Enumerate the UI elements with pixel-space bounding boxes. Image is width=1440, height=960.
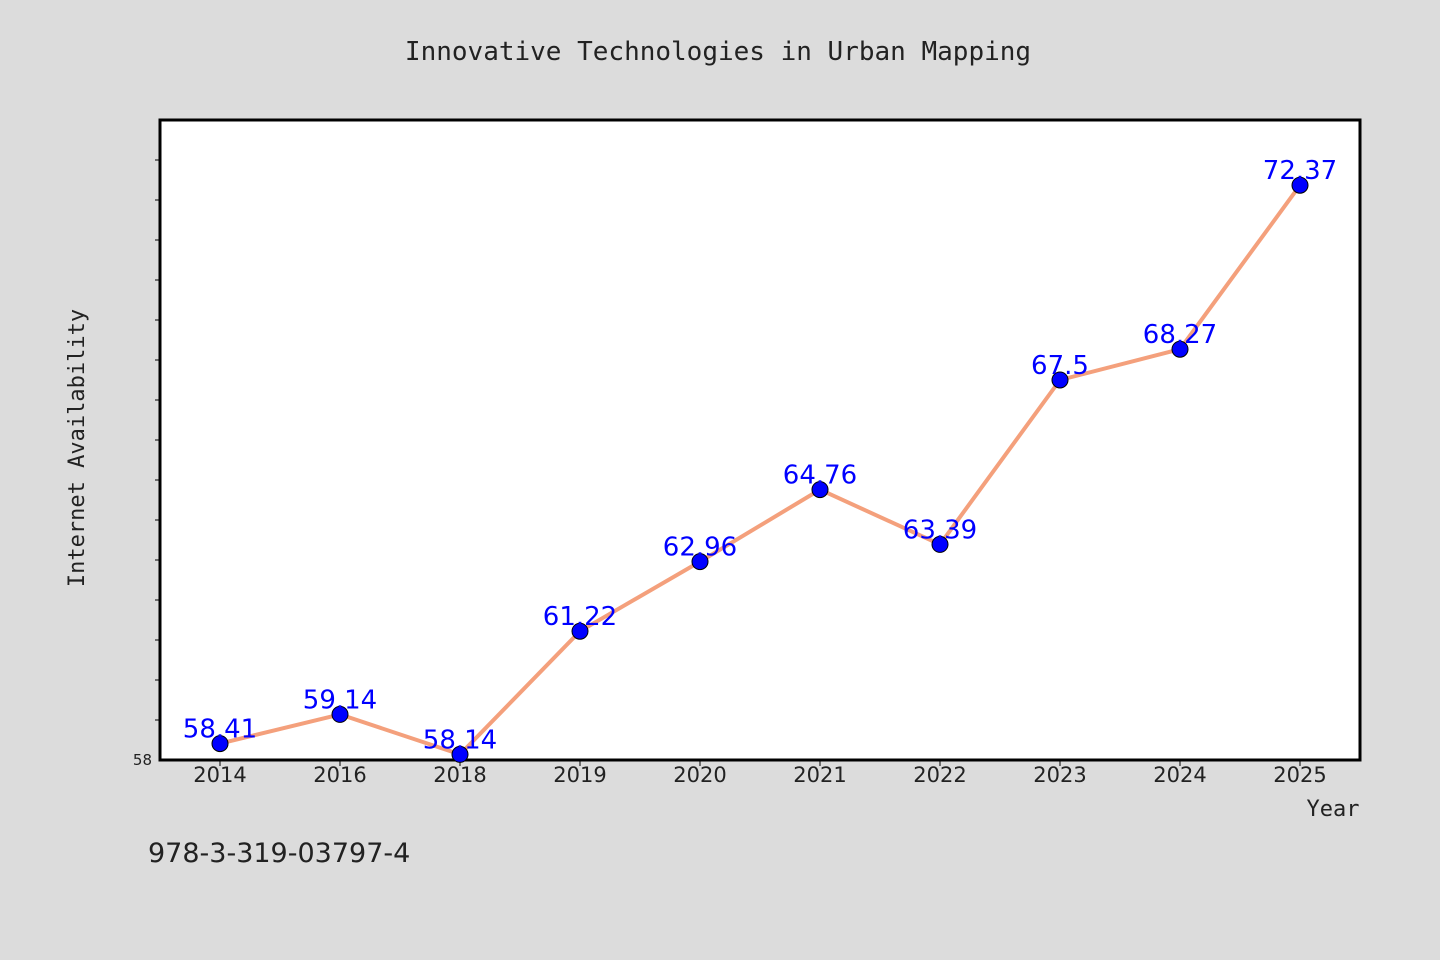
data-label: 67.5 (1031, 351, 1089, 381)
data-label: 68.27 (1143, 320, 1217, 350)
series-line-group (219, 184, 1302, 757)
x-tick-label: 2014 (193, 763, 246, 787)
data-point (211, 735, 229, 753)
data-label: 61.22 (543, 602, 617, 632)
data-point (811, 481, 829, 499)
data-point (1291, 176, 1309, 194)
y-tick-label: 58 (133, 751, 152, 769)
x-tick-label: 2018 (433, 763, 486, 787)
data-point (1171, 340, 1189, 358)
data-label: 58.14 (423, 725, 497, 755)
y-axis-title: Internet Availability (65, 309, 90, 587)
x-tick-label: 2024 (1153, 763, 1206, 787)
x-tick-label: 2016 (313, 763, 366, 787)
data-label: 64.76 (783, 461, 857, 491)
x-axis-title: Year (1307, 797, 1360, 822)
x-tick-label: 2020 (673, 763, 726, 787)
data-label: 58.41 (183, 715, 257, 745)
x-axis-ticks: 2014 2016 2018 2019 2020 2021 2022 2023 2024 2025 (193, 760, 1327, 787)
data-point (451, 745, 469, 763)
x-tick-label: 2025 (1273, 763, 1326, 787)
data-point (571, 622, 589, 640)
data-point (331, 705, 349, 723)
x-tick-label: 2022 (913, 763, 966, 787)
x-tick-label: 2021 (793, 763, 846, 787)
data-label: 62.96 (663, 533, 737, 563)
data-point (691, 553, 709, 571)
x-tick-label: 2023 (1033, 763, 1086, 787)
chart-title: Innovative Technologies in Urban Mapping (405, 37, 1031, 67)
y-axis-ticks: 58 (133, 159, 160, 769)
data-point (1051, 371, 1069, 389)
x-tick-label: 2019 (553, 763, 606, 787)
series-line (219, 184, 1302, 757)
data-label-group: 58.41 59.14 58.14 61.22 62.96 64.76 63.39 67.5 6… (183, 156, 1337, 755)
data-label: 72.37 (1263, 156, 1337, 186)
isbn-text: 978-3-319-03797-4 (148, 838, 410, 869)
data-label: 63.39 (903, 515, 977, 545)
data-label: 59.14 (303, 685, 377, 715)
plot-area (158, 118, 1362, 762)
marker-group (211, 176, 1309, 763)
data-point (931, 535, 949, 553)
